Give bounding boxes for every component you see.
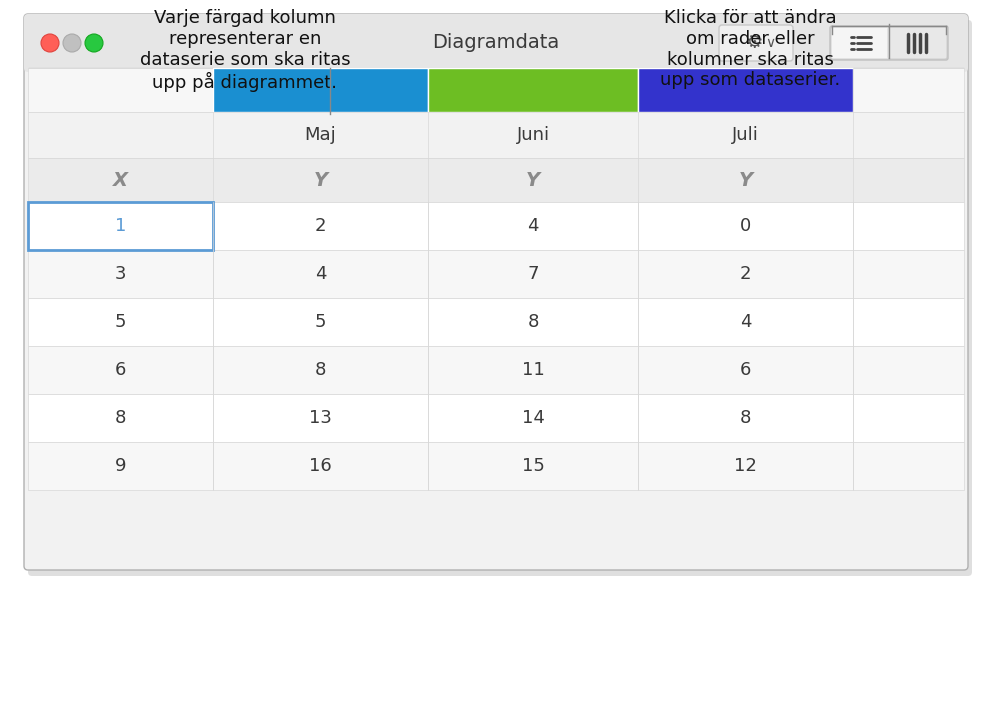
Bar bbox=[213, 250, 428, 298]
Text: 9: 9 bbox=[115, 457, 126, 475]
Circle shape bbox=[41, 34, 59, 52]
Bar bbox=[213, 202, 428, 250]
Bar bbox=[638, 202, 853, 250]
Bar bbox=[28, 442, 213, 490]
Bar bbox=[638, 298, 853, 346]
Bar bbox=[853, 346, 964, 394]
Bar bbox=[28, 202, 213, 250]
Bar bbox=[428, 298, 638, 346]
Bar bbox=[638, 346, 853, 394]
Text: X: X bbox=[113, 170, 128, 190]
Bar bbox=[428, 68, 638, 112]
Text: Juli: Juli bbox=[732, 126, 759, 144]
Bar bbox=[28, 346, 213, 394]
Text: 14: 14 bbox=[522, 409, 545, 427]
Text: Diagramdata: Diagramdata bbox=[433, 33, 559, 53]
Text: 4: 4 bbox=[740, 313, 751, 331]
Bar bbox=[28, 250, 213, 298]
Text: Juni: Juni bbox=[517, 126, 550, 144]
Text: 8: 8 bbox=[314, 361, 326, 379]
Bar bbox=[638, 394, 853, 442]
Text: ∨: ∨ bbox=[765, 36, 775, 50]
Text: Varje färgad kolumn
representerar en
dataserie som ska ritas
upp på diagrammet.: Varje färgad kolumn representerar en dat… bbox=[140, 9, 350, 92]
Text: 0: 0 bbox=[740, 217, 751, 235]
Text: 1: 1 bbox=[115, 217, 126, 235]
FancyBboxPatch shape bbox=[888, 27, 947, 59]
Text: Maj: Maj bbox=[305, 126, 336, 144]
Circle shape bbox=[63, 34, 81, 52]
FancyBboxPatch shape bbox=[24, 14, 968, 570]
Circle shape bbox=[85, 34, 103, 52]
Bar bbox=[428, 394, 638, 442]
Bar bbox=[853, 298, 964, 346]
Text: 6: 6 bbox=[115, 361, 126, 379]
FancyBboxPatch shape bbox=[719, 25, 793, 61]
Bar bbox=[28, 298, 213, 346]
Text: Y: Y bbox=[313, 170, 327, 190]
Bar bbox=[213, 442, 428, 490]
Bar bbox=[28, 68, 213, 112]
Text: Y: Y bbox=[738, 170, 753, 190]
FancyBboxPatch shape bbox=[830, 26, 948, 60]
Text: 6: 6 bbox=[740, 361, 751, 379]
Text: 8: 8 bbox=[528, 313, 539, 331]
Bar bbox=[853, 202, 964, 250]
FancyBboxPatch shape bbox=[24, 14, 968, 72]
Text: Klicka för att ändra
om rader eller
kolumner ska ritas
upp som dataserier.: Klicka för att ändra om rader eller kolu… bbox=[660, 9, 840, 89]
Text: 7: 7 bbox=[528, 265, 539, 283]
Text: 11: 11 bbox=[522, 361, 545, 379]
Text: 16: 16 bbox=[310, 457, 332, 475]
Bar bbox=[638, 68, 853, 112]
Bar bbox=[638, 250, 853, 298]
Text: 5: 5 bbox=[115, 313, 126, 331]
Bar bbox=[428, 346, 638, 394]
Bar bbox=[213, 298, 428, 346]
Bar bbox=[213, 346, 428, 394]
Text: 3: 3 bbox=[115, 265, 126, 283]
Text: 2: 2 bbox=[740, 265, 751, 283]
Bar bbox=[428, 202, 638, 250]
Text: 8: 8 bbox=[115, 409, 126, 427]
Text: Y: Y bbox=[526, 170, 540, 190]
FancyBboxPatch shape bbox=[831, 27, 890, 59]
Bar bbox=[28, 112, 964, 158]
Bar bbox=[28, 158, 964, 202]
Bar bbox=[428, 250, 638, 298]
Bar bbox=[853, 250, 964, 298]
Bar bbox=[28, 394, 213, 442]
Text: 4: 4 bbox=[314, 265, 326, 283]
Text: 5: 5 bbox=[314, 313, 326, 331]
Bar bbox=[638, 442, 853, 490]
Text: 15: 15 bbox=[522, 457, 545, 475]
Bar bbox=[428, 442, 638, 490]
Bar bbox=[853, 442, 964, 490]
Bar bbox=[213, 68, 428, 112]
Text: 12: 12 bbox=[734, 457, 757, 475]
Text: ⚙: ⚙ bbox=[745, 33, 763, 53]
FancyBboxPatch shape bbox=[28, 20, 972, 576]
Bar bbox=[853, 394, 964, 442]
Text: 2: 2 bbox=[314, 217, 326, 235]
Text: 8: 8 bbox=[740, 409, 751, 427]
Text: 4: 4 bbox=[528, 217, 539, 235]
Text: 13: 13 bbox=[310, 409, 332, 427]
Bar bbox=[853, 68, 964, 112]
Bar bbox=[213, 394, 428, 442]
Bar bbox=[28, 43, 964, 68]
